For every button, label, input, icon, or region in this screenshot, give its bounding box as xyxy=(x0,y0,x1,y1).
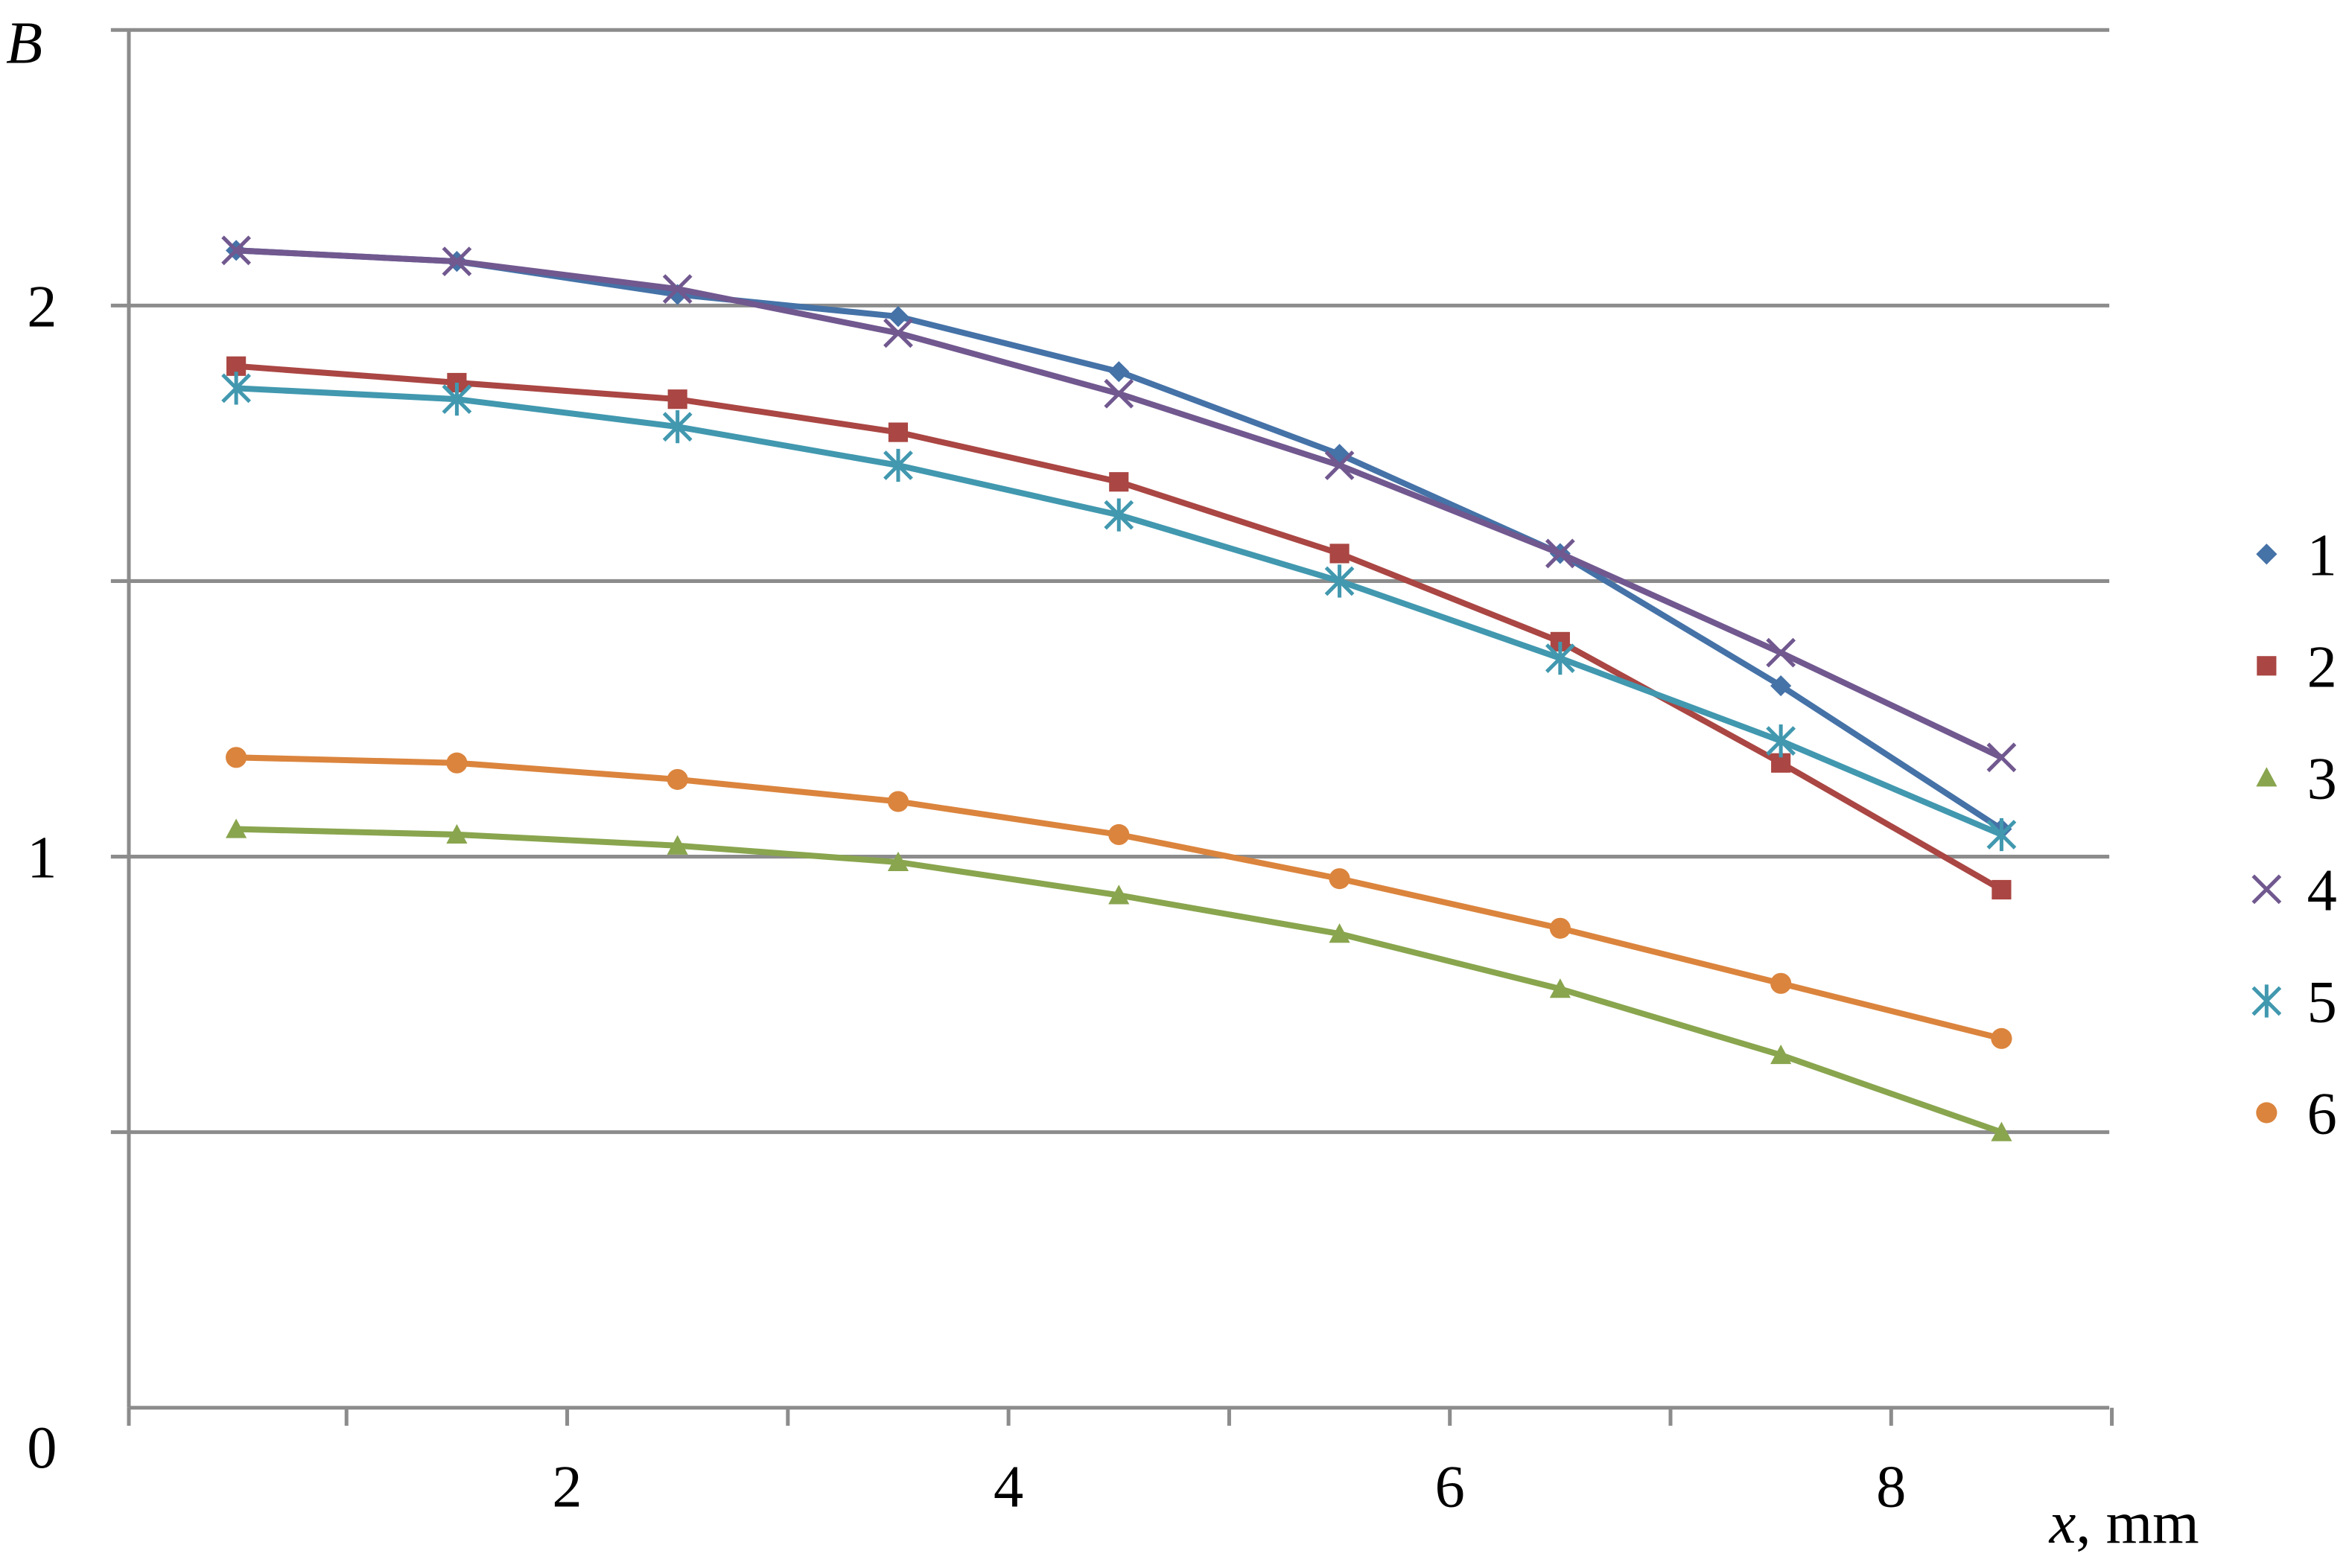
star-marker xyxy=(1324,564,1355,598)
circle-marker xyxy=(226,747,247,768)
legend-item-6: 6 xyxy=(2256,1081,2337,1147)
legend-label: 3 xyxy=(2307,746,2337,812)
x-marker xyxy=(1766,637,1796,668)
x-marker xyxy=(883,318,913,348)
marker-stroke xyxy=(1986,742,2017,773)
triangle-marker xyxy=(2256,767,2278,787)
y-axis-label: B xyxy=(6,10,42,76)
series-line xyxy=(236,826,2003,1135)
square-marker xyxy=(1992,879,2012,900)
marker-stroke xyxy=(662,274,693,305)
x-axis-label-var: x xyxy=(2049,1490,2076,1556)
legend-label: 6 xyxy=(2307,1081,2337,1147)
circle-marker xyxy=(667,768,688,791)
marker-stroke xyxy=(221,235,252,266)
star-marker xyxy=(1986,818,2017,852)
legend-label: 4 xyxy=(2307,858,2337,924)
triangle-marker xyxy=(1770,1044,1792,1065)
circle-marker xyxy=(1108,823,1130,846)
x-marker xyxy=(1545,538,1575,569)
series-3 xyxy=(226,818,2012,1141)
circle-marker xyxy=(1991,1027,2012,1049)
series-group xyxy=(221,235,2017,1141)
square-marker xyxy=(1109,472,1129,492)
x-tick-label: 2 xyxy=(552,1454,582,1520)
legend-item-3: 3 xyxy=(2256,746,2337,812)
x-marker xyxy=(1324,450,1355,480)
x-marker xyxy=(1104,378,1134,409)
gridlines xyxy=(129,28,2110,1135)
marker-stroke xyxy=(1324,450,1355,480)
star-marker xyxy=(2251,984,2282,1018)
axes xyxy=(110,28,2114,1426)
marker-stroke xyxy=(442,246,472,277)
star-marker xyxy=(662,410,693,444)
star-marker xyxy=(883,448,913,482)
marker-stroke xyxy=(1545,538,1575,569)
x-tick-label: 6 xyxy=(1435,1454,1465,1520)
star-marker xyxy=(1104,498,1134,532)
circle-marker xyxy=(446,752,468,774)
series-line xyxy=(235,363,2003,893)
square-marker xyxy=(1329,544,1350,564)
legend-item-5: 5 xyxy=(2251,969,2337,1036)
series-5 xyxy=(221,372,2017,852)
legend-item-2: 2 xyxy=(2257,634,2337,700)
legend-item-4: 4 xyxy=(2251,858,2337,924)
diamond-marker xyxy=(1108,361,1130,383)
series-6 xyxy=(226,747,2012,1049)
y-tick-label: 2 xyxy=(27,273,57,340)
marker-stroke xyxy=(1104,378,1134,409)
circle-marker xyxy=(1329,868,1350,890)
triangle-marker xyxy=(226,818,247,838)
circle-marker xyxy=(2256,1102,2278,1124)
series-4 xyxy=(221,235,2017,773)
tick-labels: 0 1 2 2 4 6 8 xyxy=(27,273,1906,1520)
triangle-marker xyxy=(887,851,909,872)
triangle-marker xyxy=(1108,885,1130,905)
diamond-marker xyxy=(2256,544,2278,565)
x-axis-label-unit: , mm xyxy=(2076,1490,2199,1556)
legend-label: 5 xyxy=(2307,969,2337,1036)
x-marker xyxy=(1986,742,2017,773)
x-axis-label: x, mm xyxy=(2049,1490,2199,1556)
series-1 xyxy=(226,240,2012,840)
triangle-marker xyxy=(446,823,468,844)
legend-item-1: 1 xyxy=(2256,522,2337,588)
triangle-marker xyxy=(1549,978,1571,998)
star-marker xyxy=(221,372,252,405)
star-marker xyxy=(1766,724,1796,758)
star-marker xyxy=(1545,641,1575,675)
marker-stroke xyxy=(1766,637,1796,668)
series-line xyxy=(235,247,2003,832)
circle-marker xyxy=(1770,972,1792,994)
marker-stroke xyxy=(883,318,913,348)
triangle-marker xyxy=(1329,923,1350,943)
circle-marker xyxy=(1549,917,1571,939)
y-tick-label: 1 xyxy=(27,825,57,891)
square-marker xyxy=(667,389,687,409)
x-tick-label: 8 xyxy=(1876,1454,1906,1520)
legend-label: 2 xyxy=(2307,634,2337,700)
legend: 1 2 3 4 5 6 xyxy=(2251,522,2337,1147)
legend-label: 1 xyxy=(2307,522,2337,588)
triangle-marker xyxy=(667,835,688,855)
square-marker xyxy=(888,422,909,442)
circle-marker xyxy=(887,791,909,812)
x-marker xyxy=(442,246,472,277)
y-tick-label: 0 xyxy=(27,1415,57,1481)
star-marker xyxy=(442,383,472,416)
series-2 xyxy=(226,356,2012,900)
square-marker xyxy=(2257,656,2277,676)
x-marker xyxy=(662,274,693,305)
x-tick-label: 4 xyxy=(994,1454,1023,1520)
triangle-marker xyxy=(1991,1121,2012,1141)
x-marker xyxy=(2251,874,2282,905)
marker-stroke xyxy=(2251,874,2282,905)
x-marker xyxy=(221,235,252,266)
